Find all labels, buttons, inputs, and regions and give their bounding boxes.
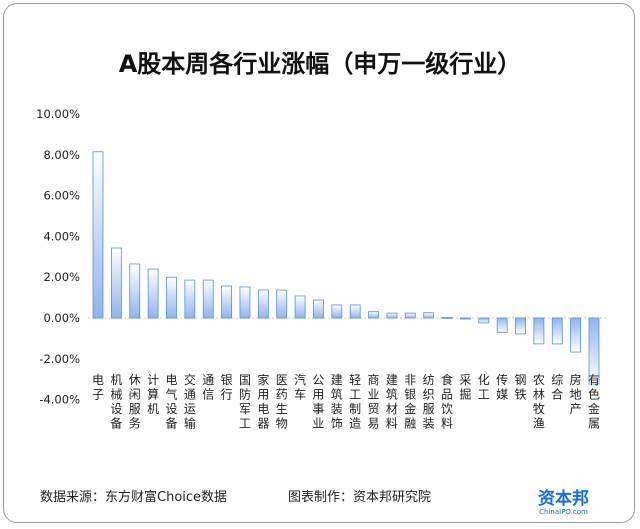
x-tick-label: 通信 xyxy=(202,373,214,402)
x-tick-label: 国防军工 xyxy=(239,373,251,431)
x-tick-label: 非银金融 xyxy=(404,373,416,431)
x-tick-label: 轻工制造 xyxy=(349,373,361,431)
chart-maker: 图表制作：资本邦研究院 xyxy=(288,490,432,505)
x-tick-label: 电气设备 xyxy=(165,373,177,431)
bar xyxy=(221,285,232,319)
x-tick-label: 电子 xyxy=(92,373,104,402)
x-tick-label: 建筑材料 xyxy=(386,373,398,431)
x-tick-label: 医药生物 xyxy=(276,373,288,431)
bar xyxy=(294,295,306,319)
x-tick-label: 钢铁 xyxy=(515,373,527,402)
x-tick-label: 机械设备 xyxy=(110,373,122,431)
bar xyxy=(570,317,582,353)
x-tick-label: 家用电器 xyxy=(257,372,269,431)
x-tick-label: 食品饮料 xyxy=(441,372,453,431)
bar xyxy=(441,316,453,319)
x-tick-label: 交通运输 xyxy=(184,372,196,431)
y-tick-label: 0.00% xyxy=(43,311,80,325)
data-source: 数据来源：东方财富Choice数据 xyxy=(40,490,228,505)
bar xyxy=(515,317,526,335)
bar xyxy=(423,312,435,319)
x-tick-label: 传媒 xyxy=(496,372,508,402)
bar xyxy=(257,289,269,319)
bar xyxy=(368,311,379,319)
bar xyxy=(496,317,508,333)
bar xyxy=(92,151,104,319)
y-tick-label: -2.00% xyxy=(39,352,80,366)
logo-name: 资本邦 xyxy=(538,489,589,509)
x-tick-label: 建筑装饰 xyxy=(331,373,343,431)
x-tick-label: 有色金属 xyxy=(588,373,600,431)
y-tick-label: 6.00% xyxy=(43,189,80,203)
logo: 资本邦 ChinaIPO.com xyxy=(538,490,589,516)
y-tick-label: 4.00% xyxy=(43,229,80,243)
y-tick-label: 2.00% xyxy=(43,270,80,284)
y-tick-label: -4.00% xyxy=(39,393,80,407)
x-tick-label: 化工 xyxy=(478,373,490,402)
bar xyxy=(313,299,324,319)
bar xyxy=(404,312,416,319)
x-tick-label: 休闲服务 xyxy=(129,373,141,431)
x-tick-label: 房地产 xyxy=(570,372,582,416)
x-tick-label: 农林牧渔 xyxy=(533,373,545,431)
bar xyxy=(331,304,343,319)
y-tick-label: 8.00% xyxy=(43,148,80,162)
bar xyxy=(110,247,122,319)
bar xyxy=(276,289,288,319)
x-tick-label: 公用事业 xyxy=(312,373,324,431)
chart-frame xyxy=(3,3,635,523)
chart-title: A股本周各行业涨幅（申万一级行业） xyxy=(118,50,522,78)
bar xyxy=(166,276,177,319)
logo-site: ChinaIPO.com xyxy=(539,508,588,516)
y-tick-label: 10.00% xyxy=(36,107,80,121)
x-tick-label: 计算机 xyxy=(147,373,159,416)
bar xyxy=(349,304,361,319)
bar xyxy=(588,317,600,385)
bar xyxy=(202,279,214,319)
bar xyxy=(460,317,471,320)
x-tick-label: 纺织服装 xyxy=(423,373,435,431)
x-tick-label: 商业贸易 xyxy=(368,372,380,431)
x-tick-label: 采掘 xyxy=(459,373,471,402)
bar xyxy=(386,312,398,319)
bar xyxy=(239,286,251,319)
bar xyxy=(184,279,196,319)
bar xyxy=(478,317,490,324)
x-tick-label: 银行 xyxy=(221,373,233,402)
bar xyxy=(551,317,563,345)
x-tick-label: 综合 xyxy=(551,373,563,402)
bar xyxy=(533,317,545,345)
x-tick-label: 汽车 xyxy=(294,372,306,402)
bar xyxy=(147,268,159,319)
bar xyxy=(129,263,141,319)
